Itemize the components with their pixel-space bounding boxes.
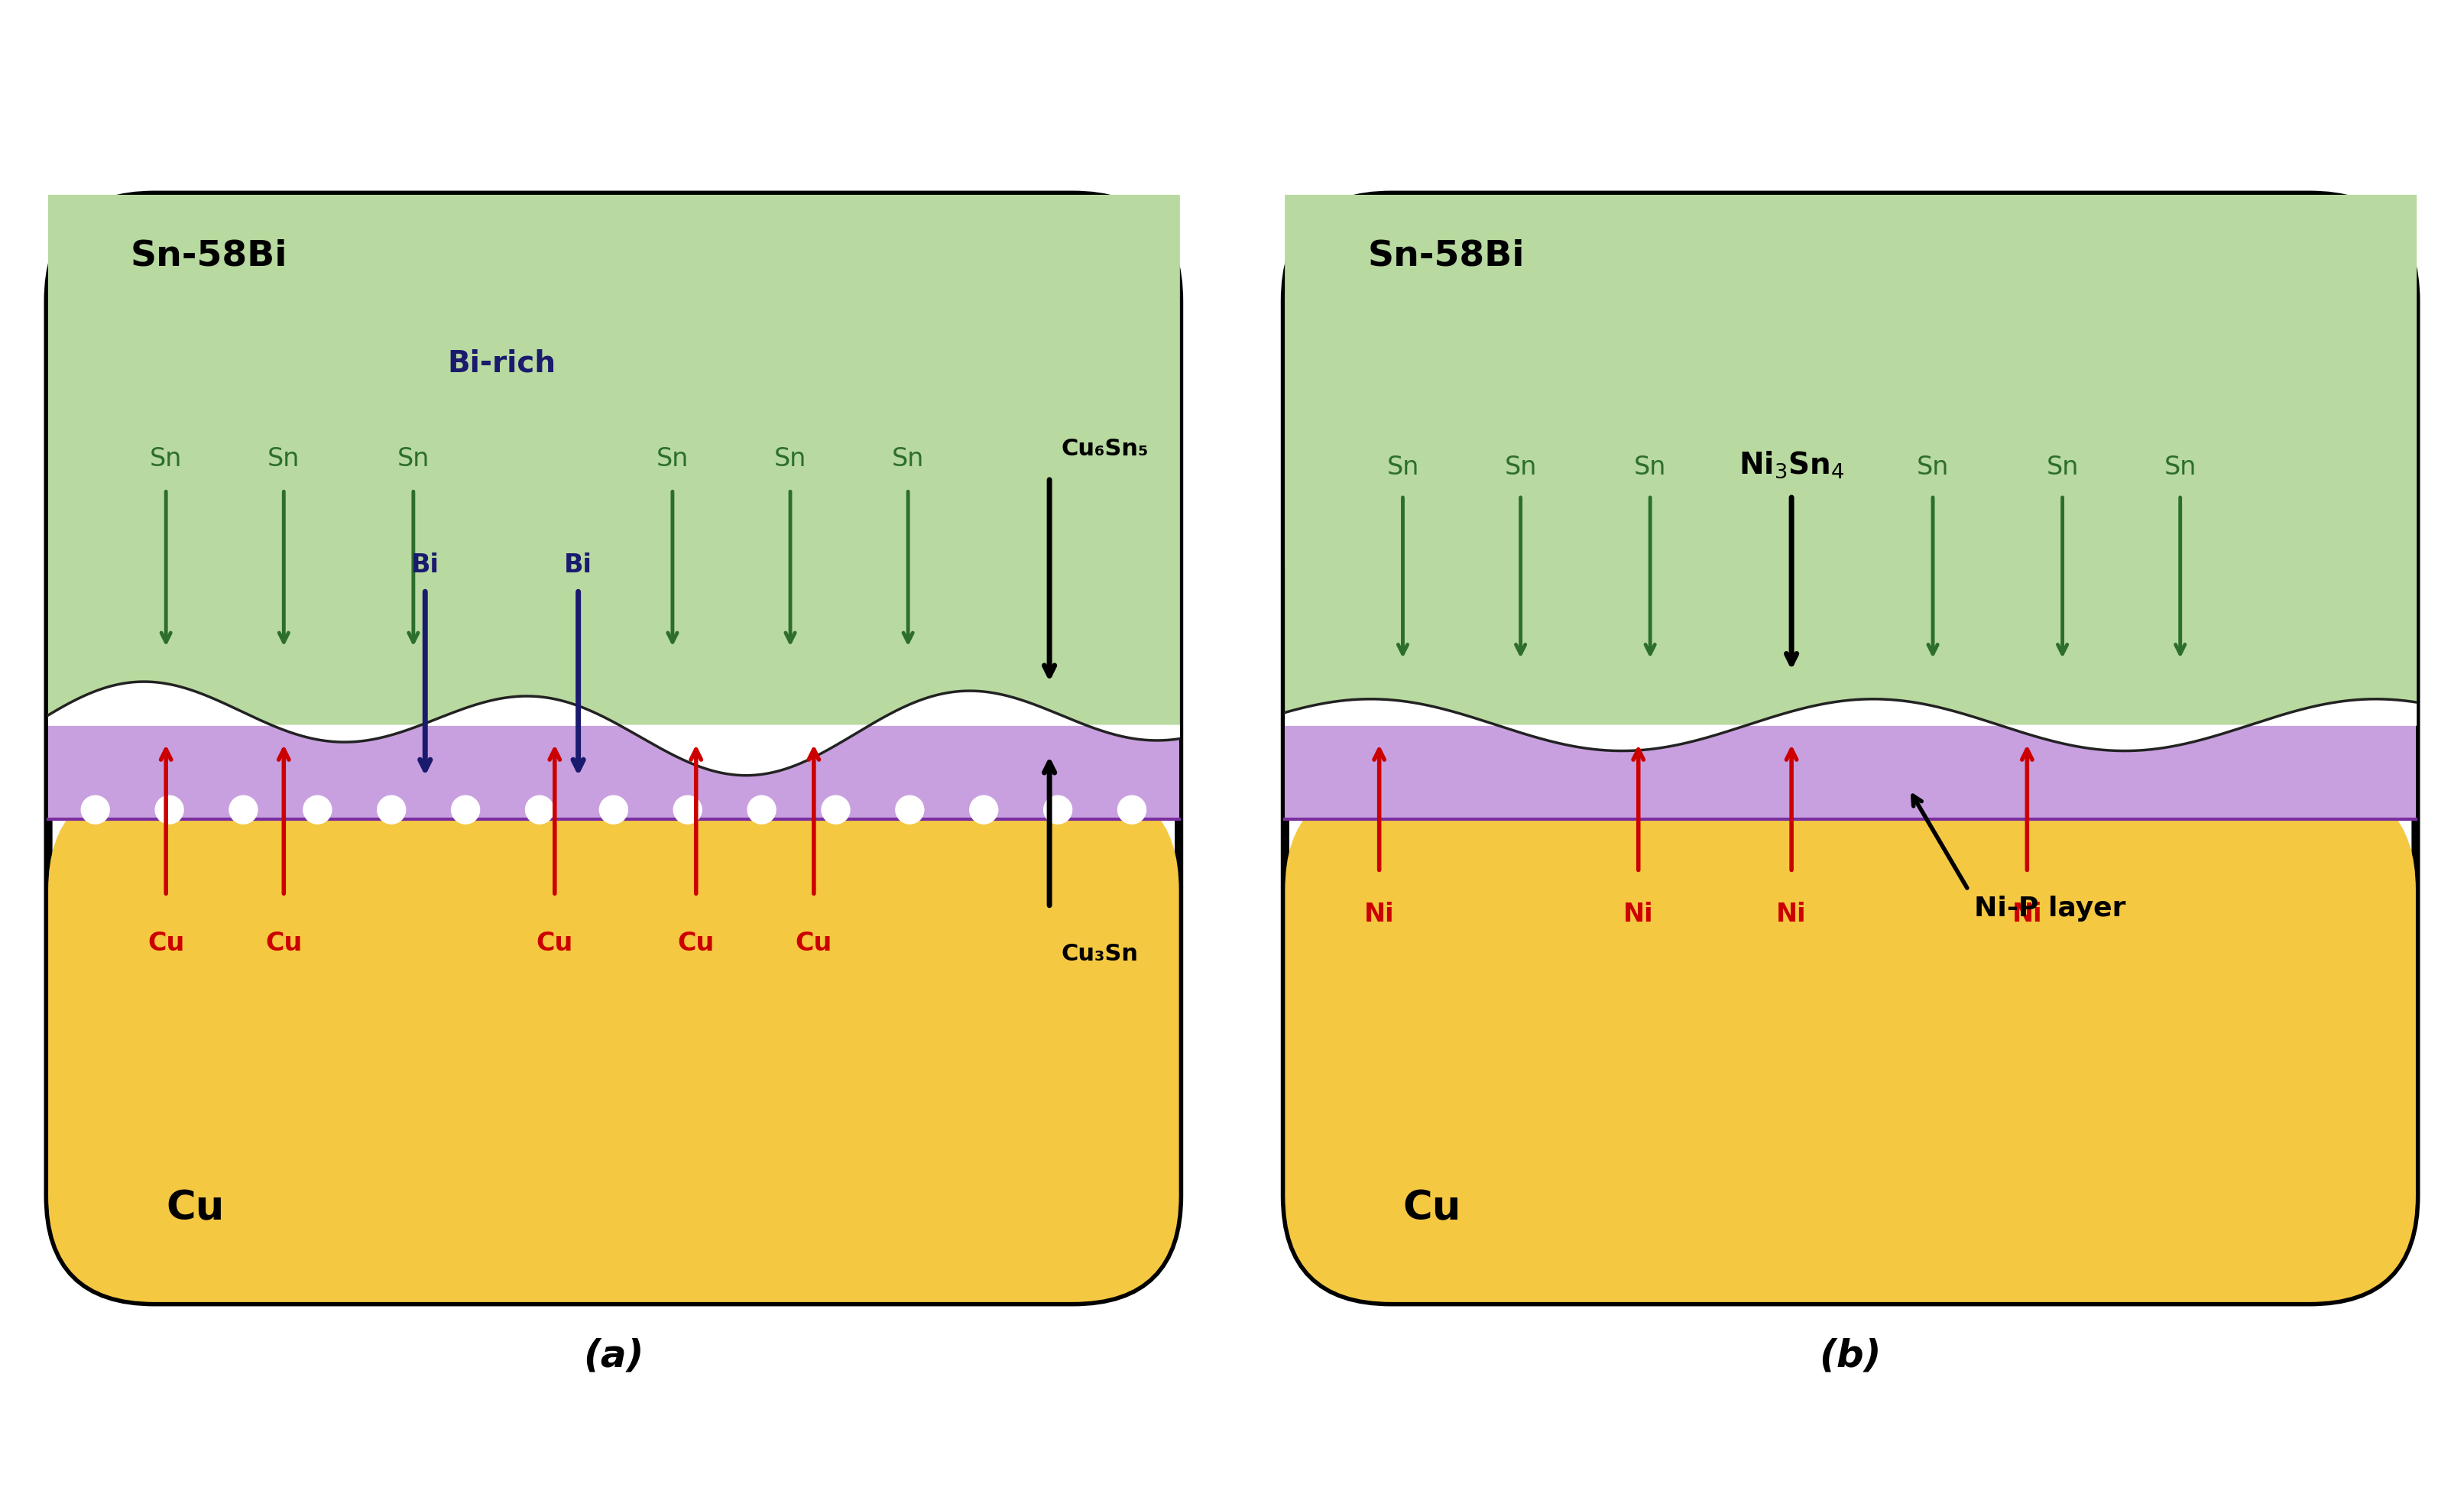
Text: Bi: Bi xyxy=(564,552,591,578)
Circle shape xyxy=(599,795,628,823)
Text: Sn: Sn xyxy=(397,446,429,472)
Text: Bi-rich: Bi-rich xyxy=(448,349,557,377)
Text: Sn: Sn xyxy=(1917,455,1949,481)
Circle shape xyxy=(1119,795,1146,823)
Text: Sn: Sn xyxy=(269,446,301,472)
Text: Cu₆Sn₅: Cu₆Sn₅ xyxy=(1062,437,1148,460)
FancyBboxPatch shape xyxy=(49,784,1178,1302)
FancyBboxPatch shape xyxy=(1286,784,2415,1302)
FancyBboxPatch shape xyxy=(49,195,1178,1302)
Text: Sn: Sn xyxy=(150,446,182,472)
Text: Cu: Cu xyxy=(537,931,574,957)
Circle shape xyxy=(377,795,407,823)
Text: Ni$_3$Sn$_4$: Ni$_3$Sn$_4$ xyxy=(1740,449,1846,481)
Text: (a): (a) xyxy=(584,1337,643,1374)
Text: Sn-58Bi: Sn-58Bi xyxy=(131,240,288,274)
Circle shape xyxy=(525,795,554,823)
Circle shape xyxy=(1045,795,1072,823)
Text: Sn: Sn xyxy=(892,446,924,472)
Text: Cu: Cu xyxy=(678,931,715,957)
Circle shape xyxy=(81,795,108,823)
Text: Ni-P layer: Ni-P layer xyxy=(1974,895,2126,922)
Text: Sn: Sn xyxy=(2045,455,2080,481)
Circle shape xyxy=(971,795,998,823)
Circle shape xyxy=(821,795,850,823)
FancyBboxPatch shape xyxy=(1286,195,2415,666)
Text: Sn: Sn xyxy=(2163,455,2195,481)
Text: Sn: Sn xyxy=(1506,455,1538,481)
Text: Cu₃Sn: Cu₃Sn xyxy=(1062,943,1138,966)
Text: Cu: Cu xyxy=(1402,1189,1461,1228)
FancyBboxPatch shape xyxy=(1286,195,2415,1302)
Text: Cu: Cu xyxy=(165,1189,224,1228)
Text: Sn: Sn xyxy=(655,446,687,472)
Text: Ni: Ni xyxy=(1365,901,1395,927)
Circle shape xyxy=(451,795,480,823)
Text: Ni: Ni xyxy=(2013,901,2043,927)
Circle shape xyxy=(673,795,702,823)
Text: (b): (b) xyxy=(1818,1337,1882,1374)
Text: Sn: Sn xyxy=(1387,455,1419,481)
Text: Ni: Ni xyxy=(1624,901,1653,927)
Circle shape xyxy=(303,795,333,823)
Text: Sn-58Bi: Sn-58Bi xyxy=(1368,240,1525,274)
Circle shape xyxy=(747,795,776,823)
Bar xyxy=(49,725,1178,819)
Circle shape xyxy=(229,795,259,823)
Text: Sn: Sn xyxy=(774,446,806,472)
Text: Bi: Bi xyxy=(411,552,439,578)
Circle shape xyxy=(894,795,924,823)
Circle shape xyxy=(155,795,182,823)
Text: Ni: Ni xyxy=(1777,901,1806,927)
Bar xyxy=(1286,725,2415,819)
Text: Cu: Cu xyxy=(148,931,185,957)
Text: Cu: Cu xyxy=(796,931,833,957)
Text: Sn: Sn xyxy=(1634,455,1666,481)
Text: Cu: Cu xyxy=(266,931,303,957)
FancyBboxPatch shape xyxy=(49,195,1178,666)
